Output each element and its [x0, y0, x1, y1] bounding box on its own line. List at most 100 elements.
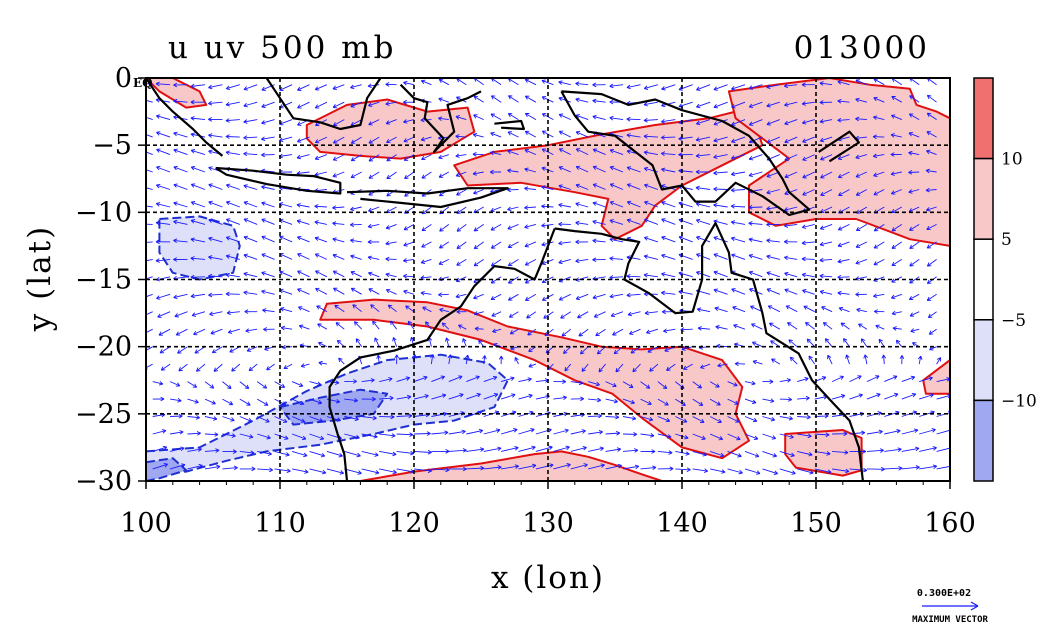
wind-vector-67 — [508, 95, 519, 103]
wind-vector-475 — [403, 258, 415, 263]
coastline-6 — [560, 90, 811, 217]
wind-vector-486 — [592, 257, 606, 263]
colorbar-label-3: −10 — [1001, 391, 1037, 411]
wind-vector-808 — [605, 381, 617, 388]
wind-vector-148 — [314, 136, 328, 144]
wind-vector-519 — [368, 271, 380, 278]
wind-vector-746 — [318, 360, 327, 366]
x-tick-label-6: 160 — [924, 508, 976, 539]
wind-vector-962 — [884, 428, 901, 435]
wind-vector-973 — [274, 450, 290, 457]
wind-vector-421 — [261, 235, 275, 243]
wind-vector-138 — [146, 134, 153, 138]
wind-vector-470 — [314, 253, 328, 260]
wind-vector-208 — [558, 148, 572, 156]
wind-vector-87 — [855, 97, 868, 103]
wind-vector-125 — [713, 119, 728, 126]
wind-vector-493 — [713, 253, 728, 260]
wind-vector-843 — [413, 394, 429, 400]
wind-vector-413 — [926, 223, 937, 231]
wind-vector-196 — [350, 154, 362, 162]
wind-vector-932 — [361, 433, 378, 439]
wind-vector-979 — [379, 450, 397, 457]
wind-vector-267 — [784, 171, 798, 179]
wind-vector-1057 — [936, 465, 950, 470]
wind-vector-900 — [605, 414, 620, 420]
wind-vector-379 — [332, 221, 345, 226]
max-vector-arrowhead — [970, 601, 979, 611]
wind-vector-768 — [700, 363, 711, 369]
wind-vector-953 — [727, 433, 741, 441]
wind-vector-268 — [802, 171, 815, 179]
wind-vector-92 — [146, 116, 153, 121]
x-axis-label: x (lon) — [491, 560, 605, 596]
wind-vector-562 — [315, 287, 328, 295]
wind-vector-719 — [647, 346, 659, 353]
wind-vector-794 — [361, 378, 375, 383]
wind-vector-65 — [473, 95, 484, 103]
wind-vector-299 — [541, 185, 554, 190]
wind-vector-177 — [819, 136, 833, 143]
wind-vector-855 — [622, 398, 635, 405]
wind-vector-811 — [657, 381, 668, 390]
wind-vector-569 — [438, 292, 449, 298]
wind-vector-152 — [386, 136, 397, 144]
wind-vector-309 — [713, 186, 728, 192]
wind-vector-957 — [797, 433, 812, 439]
wind-vector-484 — [558, 258, 571, 265]
wind-vector-818 — [779, 378, 791, 383]
wind-vector-27 — [609, 83, 624, 89]
wind-vector-1000 — [744, 450, 760, 458]
wind-vector-406 — [801, 223, 815, 229]
wind-vector-380 — [349, 222, 362, 228]
wind-vector-970 — [222, 449, 237, 454]
wind-vector-633 — [750, 305, 763, 313]
wind-vector-902 — [640, 416, 654, 422]
wind-vector-815 — [727, 381, 738, 387]
wind-vector-171 — [713, 136, 728, 143]
wind-vector-848 — [500, 393, 516, 400]
wind-vector-716 — [596, 346, 606, 355]
wind-vector-187 — [190, 149, 206, 156]
wind-vector-275 — [925, 168, 937, 174]
wind-vector-218 — [730, 154, 746, 160]
wind-vector-331 — [296, 203, 310, 208]
wind-vector-924 — [222, 433, 236, 438]
wind-vector-745 — [300, 363, 310, 368]
wind-vector-351 — [644, 200, 659, 208]
wind-vector-976 — [326, 450, 343, 458]
wind-vector-983 — [448, 448, 467, 453]
wind-vector-436 — [524, 241, 537, 248]
wind-vector-184 — [146, 151, 153, 156]
wind-vector-663 — [474, 326, 484, 332]
wind-vector-943 — [553, 428, 569, 435]
wind-vector-619 — [508, 311, 519, 318]
wind-vector-349 — [609, 200, 624, 208]
wind-vector-780 — [917, 355, 923, 365]
coastline-8 — [554, 222, 864, 481]
wind-vector-50 — [208, 100, 223, 106]
wind-vector-272 — [873, 171, 885, 177]
wind-vector-313 — [784, 189, 798, 196]
wind-vector-600 — [174, 311, 188, 318]
wind-vector-908 — [744, 416, 758, 423]
wind-vector-997 — [692, 450, 707, 457]
y-tick-label-1: −5 — [92, 130, 132, 161]
wind-vector-1044 — [710, 468, 726, 474]
wind-vector-718 — [630, 346, 641, 354]
wind-vector-841 — [379, 395, 394, 401]
wind-vector-1051 — [832, 468, 850, 474]
wind-vector-564 — [350, 287, 362, 295]
wind-vector-563 — [333, 287, 345, 295]
wind-vector-881 — [274, 416, 288, 423]
wind-vector-59 — [367, 101, 380, 107]
wind-vector-867 — [831, 394, 846, 400]
wind-vector-107 — [403, 119, 415, 124]
wind-vector-561 — [297, 288, 310, 295]
wind-vector-674 — [663, 328, 676, 334]
wind-vector-232 — [173, 165, 188, 173]
wind-vector-layer — [146, 78, 950, 475]
wind-vector-951 — [692, 433, 706, 440]
wind-vector-1032 — [501, 464, 519, 470]
wind-vector-204 — [490, 150, 502, 156]
